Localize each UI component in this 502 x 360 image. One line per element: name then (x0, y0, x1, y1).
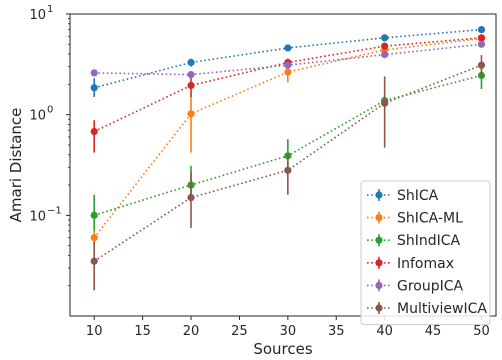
legend-label: ShICA (397, 188, 439, 204)
series-line (93, 37, 482, 133)
y-axis-label: Amari Distance (7, 108, 25, 223)
data-point (90, 84, 98, 92)
x-axis-ticks: 10 15 20 25 30 35 40 45 50 (86, 316, 490, 339)
data-point (90, 234, 98, 242)
plot-frame (69, 13, 497, 317)
data-point (477, 40, 486, 48)
data-point (477, 25, 486, 34)
x-tick-label: 35 (328, 324, 345, 339)
x-tick-label: 15 (134, 324, 151, 339)
y-tick-exponent: 0 (47, 105, 53, 116)
legend-label: ShIndICA (397, 233, 461, 249)
data-point (90, 127, 98, 136)
x-tick-label: 20 (183, 324, 200, 339)
legend-entry: ShICA-ML (367, 211, 463, 227)
legend-marker (375, 191, 383, 199)
legend-entry: ShICA (367, 188, 439, 204)
legend-label: Infomax (397, 256, 454, 272)
data-point (187, 71, 195, 79)
data-point (90, 211, 98, 219)
x-tick-label: 25 (231, 324, 248, 339)
legend-marker (375, 281, 383, 289)
y-tick-label: 10 (29, 209, 46, 224)
x-tick-label: 30 (280, 324, 297, 339)
series-multiviewica (90, 55, 486, 291)
legend-frame (360, 180, 491, 326)
data-point (477, 34, 486, 42)
legend-label: MultiviewICA (397, 301, 487, 317)
legend-label: ShICA-ML (397, 211, 463, 227)
x-tick-label: 45 (425, 324, 442, 339)
data-point (284, 44, 292, 52)
data-point (477, 61, 486, 69)
series-shica (90, 25, 486, 97)
x-axis-label: Sources (253, 340, 313, 358)
series-groupica (90, 40, 486, 79)
data-point (381, 99, 389, 107)
legend-label: GroupICA (397, 278, 464, 294)
series-layer (90, 25, 486, 291)
y-tick-label: 10 (29, 8, 46, 23)
data-point (284, 61, 292, 69)
legend: ShICA ShICA-ML ShIndICA Infomax GroupICA Mult… (360, 180, 491, 326)
series-infomax (90, 34, 486, 153)
data-point (187, 81, 195, 90)
y-tick-exponent: −1 (47, 205, 62, 216)
legend-entry: Infomax (367, 256, 454, 272)
x-tick-label: 50 (473, 324, 490, 339)
legend-marker (375, 259, 383, 267)
x-tick-label: 10 (86, 324, 103, 339)
legend-entry: GroupICA (367, 278, 464, 294)
data-point (284, 68, 292, 76)
data-point (381, 34, 389, 42)
y-tick-exponent: 1 (47, 4, 53, 15)
data-point (187, 58, 195, 67)
data-point (90, 257, 98, 265)
legend-marker (375, 236, 383, 244)
legend-marker (375, 214, 383, 222)
legend-entry: MultiviewICA (367, 301, 487, 317)
data-point (187, 194, 195, 202)
data-point (90, 69, 98, 77)
legend-entry: ShIndICA (367, 233, 461, 249)
data-point (381, 42, 389, 50)
y-tick-label: 10 (29, 109, 46, 124)
data-point (381, 51, 389, 59)
legend-marker (375, 304, 383, 312)
data-point (284, 166, 292, 174)
data-point (187, 110, 195, 118)
x-tick-label: 40 (376, 324, 393, 339)
